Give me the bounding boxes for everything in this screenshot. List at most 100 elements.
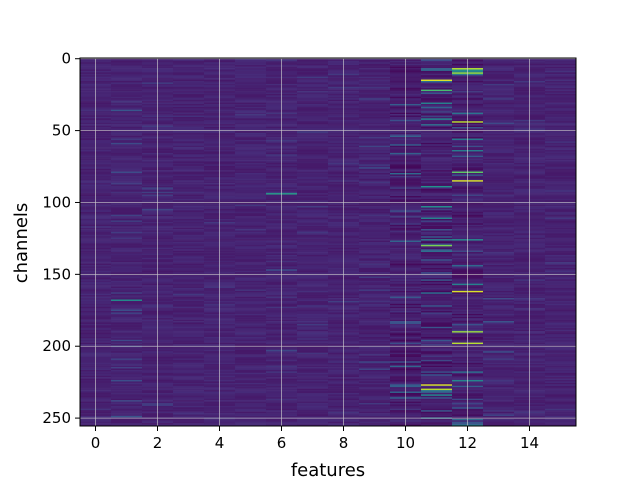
heatmap-cell <box>297 99 329 102</box>
heatmap-cell <box>235 91 267 93</box>
heatmap-cell <box>297 131 329 134</box>
heatmap-cell <box>545 263 576 266</box>
heatmap-cell <box>545 81 576 83</box>
heatmap-cell <box>173 89 205 92</box>
heatmap-cell <box>111 321 143 323</box>
heatmap-cell <box>173 210 205 213</box>
heatmap-cell <box>359 266 391 269</box>
heatmap-cell <box>111 312 143 315</box>
heatmap-cell <box>421 341 453 343</box>
heatmap-cell <box>545 105 576 108</box>
heatmap-cell <box>297 292 329 295</box>
heatmap-cell <box>483 115 515 118</box>
heatmap-cell <box>297 332 329 335</box>
heatmap-cell <box>483 68 515 70</box>
heatmap-cell <box>359 155 391 158</box>
heatmap-cell <box>297 216 329 218</box>
heatmap-cell <box>173 227 205 230</box>
heatmap-cell <box>173 279 205 282</box>
heatmap-cell <box>421 342 453 345</box>
heatmap-cell <box>359 254 391 257</box>
heatmap-cell <box>173 349 205 352</box>
heatmap-cell <box>545 93 576 96</box>
heatmap-cell <box>483 262 515 264</box>
heatmap-cell <box>173 229 205 231</box>
x-axis: 0 2 4 6 8 10 12 14 <box>91 426 539 452</box>
heatmap-cell <box>359 89 391 92</box>
heatmap-cell <box>235 367 267 369</box>
heatmap-cell <box>297 170 329 172</box>
heatmap-cell <box>483 91 515 93</box>
heatmap-cell <box>297 193 329 195</box>
heatmap-cell <box>173 371 205 374</box>
heatmap-cell <box>235 96 267 99</box>
heatmap-cell <box>297 369 329 372</box>
heatmap-cell <box>421 239 453 241</box>
heatmap-cell <box>111 95 143 98</box>
heatmap-cell <box>235 312 267 315</box>
heatmap-cell <box>421 60 453 63</box>
heatmap-cell <box>297 63 329 66</box>
heatmap-cell <box>173 243 205 246</box>
heatmap-cell <box>545 387 576 389</box>
y-tick-label: 200 <box>42 337 71 355</box>
heatmap-cell <box>235 270 267 273</box>
heatmap-cell <box>421 213 453 215</box>
heatmap-cell <box>111 397 143 399</box>
heatmap-cell <box>173 118 205 121</box>
heatmap-cell <box>359 154 391 157</box>
heatmap-cell <box>235 392 267 395</box>
heatmap-cell <box>173 111 205 113</box>
heatmap-cell <box>111 308 143 310</box>
heatmap-cell <box>297 75 329 77</box>
heatmap-cell <box>483 381 515 384</box>
heatmap-cell <box>297 108 329 111</box>
heatmap-cell <box>235 68 267 70</box>
heatmap-cell <box>235 162 267 165</box>
heatmap-cell <box>483 147 515 149</box>
heatmap-cell <box>297 302 329 305</box>
heatmap-cell <box>297 421 329 424</box>
heatmap-cell <box>483 257 515 260</box>
heatmap-cell <box>545 328 576 330</box>
heatmap-cell <box>173 233 205 236</box>
heatmap-cell <box>545 63 576 66</box>
heatmap-cell <box>173 285 205 287</box>
heatmap-cell <box>173 63 205 66</box>
heatmap-cell <box>297 351 329 353</box>
heatmap-cell <box>173 364 205 366</box>
heatmap-cell <box>359 289 391 292</box>
heatmap-cell <box>545 300 576 303</box>
heatmap-cell <box>235 365 267 368</box>
heatmap-cell <box>545 161 576 164</box>
heatmap-cell <box>111 260 143 263</box>
heatmap-cell <box>235 151 267 154</box>
heatmap-cell <box>545 423 576 425</box>
heatmap-cell <box>297 266 329 269</box>
heatmap-cell <box>111 72 143 75</box>
heatmap-cell <box>483 206 515 208</box>
heatmap-cell <box>359 295 391 297</box>
heatmap-cell <box>421 168 453 171</box>
heatmap-cell <box>235 267 267 270</box>
heatmap-cell <box>545 280 576 283</box>
heatmap-cell <box>297 390 329 392</box>
heatmap-cell <box>235 290 267 293</box>
heatmap-cell <box>483 392 515 395</box>
heatmap-cell <box>483 116 515 119</box>
heatmap-cell <box>173 247 205 250</box>
heatmap-cell <box>545 158 576 161</box>
heatmap-cell <box>421 104 453 106</box>
heatmap-cell <box>421 362 453 365</box>
heatmap-cell <box>421 361 453 364</box>
heatmap-cell <box>421 220 453 223</box>
heatmap-cell <box>545 377 576 379</box>
heatmap-cell <box>483 269 515 272</box>
heatmap-cell <box>297 78 329 80</box>
heatmap-cell <box>235 358 267 361</box>
heatmap-cell <box>421 410 453 412</box>
heatmap-cell <box>421 335 453 338</box>
heatmap-cell <box>545 183 576 185</box>
heatmap-cell <box>111 286 143 289</box>
heatmap-cell <box>359 95 391 98</box>
